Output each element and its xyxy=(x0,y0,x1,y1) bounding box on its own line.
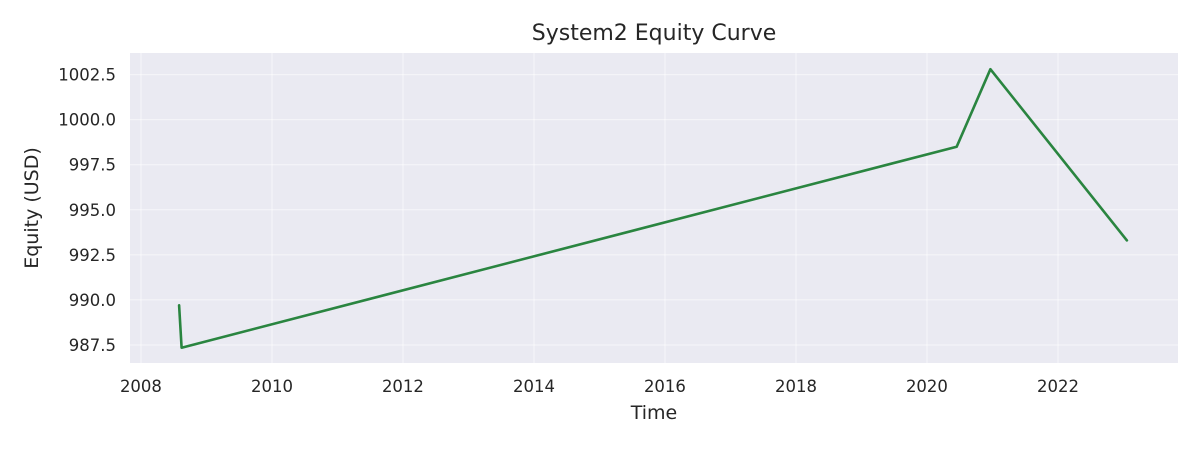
y-tick-label: 1002.5 xyxy=(58,66,116,85)
x-tick-label: 2012 xyxy=(382,377,424,396)
y-axis-label: Equity (USD) xyxy=(21,147,43,269)
series-layer xyxy=(177,67,1129,350)
x-tick-label: 2018 xyxy=(775,377,817,396)
y-gridlines xyxy=(130,74,1178,346)
y-tick-label: 987.5 xyxy=(69,336,116,355)
y-tick-label: 1000.0 xyxy=(58,111,116,130)
x-gridlines xyxy=(140,53,1059,363)
x-tick-label: 2022 xyxy=(1037,377,1079,396)
x-tick-label: 2014 xyxy=(513,377,555,396)
x-axis-label: Time xyxy=(630,402,678,424)
plot-area xyxy=(130,53,1178,363)
x-tick-label: 2020 xyxy=(906,377,948,396)
x-tick-label: 2010 xyxy=(251,377,293,396)
x-tick-label: 2008 xyxy=(120,377,162,396)
y-tick-label: 990.0 xyxy=(69,291,116,310)
equity-series-line xyxy=(177,67,1129,350)
y-tick-labels: 987.5 990.0 992.5 995.0 997.5 1000.0 1002.5 xyxy=(58,66,116,355)
y-tick-label: 995.0 xyxy=(69,201,116,220)
y-tick-label: 997.5 xyxy=(69,156,116,175)
chart-title: System2 Equity Curve xyxy=(532,21,777,46)
x-tick-label: 2016 xyxy=(644,377,686,396)
y-tick-label: 992.5 xyxy=(69,246,116,265)
x-tick-labels: 2008 2010 2012 2014 2016 2018 2020 2022 xyxy=(120,377,1079,396)
